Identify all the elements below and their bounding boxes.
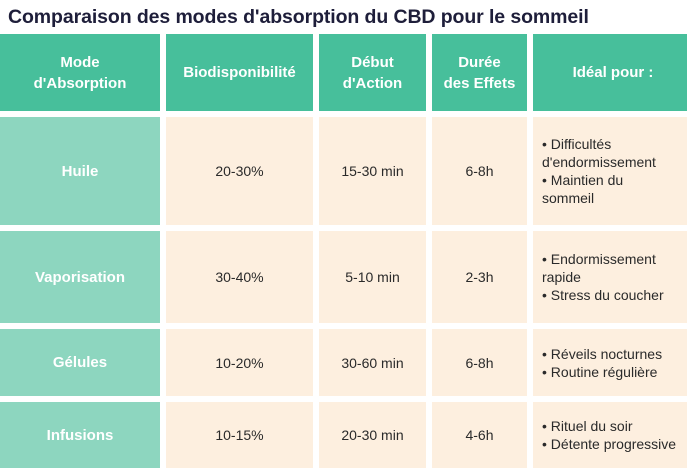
ideal-list: • Endormissement rapide • Stress du couc… xyxy=(542,250,664,304)
row-gelules-duration: 6-8h xyxy=(432,329,527,396)
row-huile-bioavailability: 20-30% xyxy=(166,117,313,225)
row-vaporisation-duration: 2-3h xyxy=(432,231,527,323)
header-onset-line-2: d'Action xyxy=(342,74,403,92)
row-vaporisation-ideal: • Endormissement rapide • Stress du couc… xyxy=(533,231,687,323)
row-gelules-mode: Gélules xyxy=(0,329,160,396)
ideal-list: • Rituel du soir • Détente progressive xyxy=(542,417,676,453)
row-infusions-onset: 20-30 min xyxy=(319,402,426,468)
header-bioavailability-label: Biodisponibilité xyxy=(183,64,296,81)
list-item: • Endormissement rapide xyxy=(542,250,664,286)
list-item-line: • Endormissement xyxy=(542,251,656,267)
row-huile-ideal: • Difficultés d'endormissement • Maintie… xyxy=(533,117,687,225)
row-vaporisation-mode: Vaporisation xyxy=(0,231,160,323)
list-item-line: rapide xyxy=(542,269,581,285)
list-item: • Stress du coucher xyxy=(542,286,664,304)
ideal-list: • Difficultés d'endormissement • Maintie… xyxy=(542,135,656,207)
header-mode-line-1: Mode xyxy=(60,53,100,71)
row-infusions-duration: 4-6h xyxy=(432,402,527,468)
header-duration-line-1: Durée xyxy=(458,53,501,71)
header-ideal: Idéal pour : xyxy=(533,34,687,111)
row-infusions-bioavailability: 10-15% xyxy=(166,402,313,468)
list-item-line: d'endormissement xyxy=(542,154,656,170)
row-huile-onset: 15-30 min xyxy=(319,117,426,225)
row-vaporisation-bioavailability: 30-40% xyxy=(166,231,313,323)
list-item-line: • Réveils nocturnes xyxy=(542,345,663,362)
list-item-line: sommeil xyxy=(542,190,595,206)
list-item: • Réveils nocturnes xyxy=(542,345,662,363)
row-infusions-mode: Infusions xyxy=(0,402,160,468)
row-infusions-ideal: • Rituel du soir • Détente progressive xyxy=(533,402,687,468)
row-gelules-bioavailability: 10-20% xyxy=(166,329,313,396)
header-ideal-label: Idéal pour : xyxy=(572,64,654,81)
list-item-line: • Rituel du soir xyxy=(542,418,633,434)
list-item: • Maintien du sommeil xyxy=(542,171,656,207)
list-item-line: • Détente progressive xyxy=(542,436,677,452)
list-item: • Routine régulière xyxy=(542,363,662,381)
list-item-line: • Maintien du xyxy=(542,172,624,188)
list-item: • Rituel du soir xyxy=(542,417,676,435)
list-item-line: • Routine régulière xyxy=(542,363,658,380)
header-onset-line-1: Début xyxy=(351,53,394,71)
header-bioavailability: Biodisponibilité xyxy=(166,34,313,111)
list-item: • Détente progressive xyxy=(542,435,676,453)
row-huile-duration: 6-8h xyxy=(432,117,527,225)
ideal-list: • Réveils nocturnes • Routine régulière xyxy=(542,345,662,381)
page-title: Comparaison des modes d'absorption du CB… xyxy=(8,6,589,28)
row-gelules-onset: 30-60 min xyxy=(319,329,426,396)
row-vaporisation-onset: 5-10 min xyxy=(319,231,426,323)
header-mode: Mode d'Absorption xyxy=(0,34,160,111)
header-onset: Début d'Action xyxy=(319,34,426,111)
header-duration: Durée des Effets xyxy=(432,34,527,111)
header-mode-line-2: d'Absorption xyxy=(33,74,127,92)
header-duration-line-2: des Effets xyxy=(443,74,516,92)
row-huile-mode: Huile xyxy=(0,117,160,225)
list-item-line: • Difficultés xyxy=(542,136,612,152)
row-gelules-ideal: • Réveils nocturnes • Routine régulière xyxy=(533,329,687,396)
list-item: • Difficultés d'endormissement xyxy=(542,135,656,171)
comparison-table: Mode d'Absorption Biodisponibilité Début… xyxy=(0,34,687,468)
list-item-line: • Stress du coucher xyxy=(542,287,664,303)
